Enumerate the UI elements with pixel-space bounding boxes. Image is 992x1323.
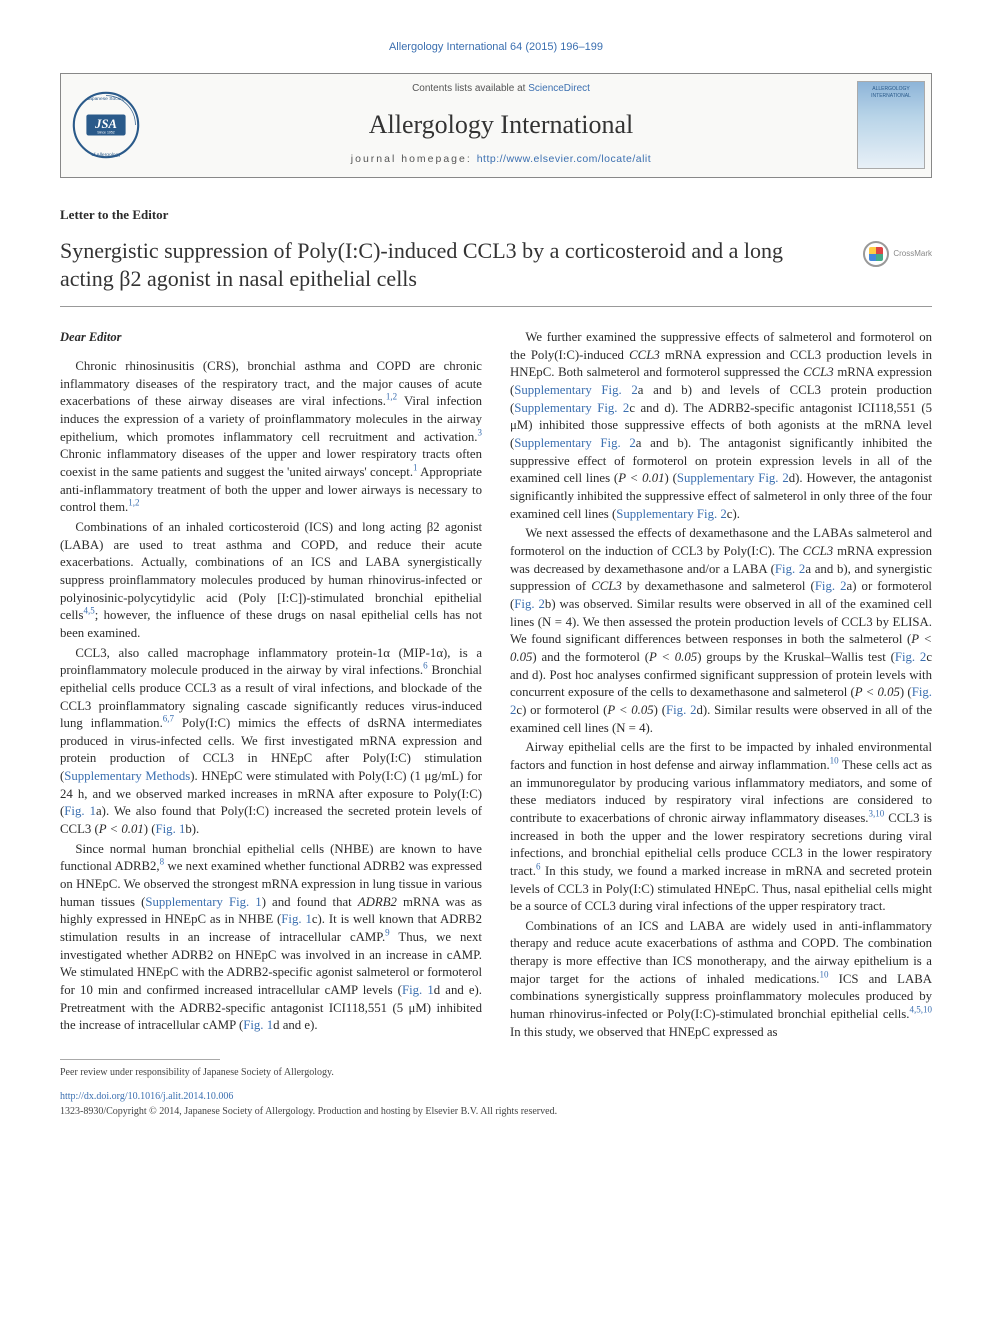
article-type: Letter to the Editor <box>60 206 932 224</box>
salutation: Dear Editor <box>60 329 482 346</box>
supp-fig-link[interactable]: Supplementary Fig. 2 <box>514 383 638 397</box>
paragraph-6: We next assessed the effects of dexameth… <box>510 525 932 737</box>
ref-sup[interactable]: 1,2 <box>128 498 139 508</box>
journal-name: Allergology International <box>161 107 841 142</box>
svg-text:Japanese Society: Japanese Society <box>87 96 126 102</box>
supp-methods-link[interactable]: Supplementary Methods <box>64 769 190 783</box>
peer-review-note: Peer review under responsibility of Japa… <box>60 1066 932 1080</box>
figure-link[interactable]: Fig. 2 <box>666 703 696 717</box>
running-head: Allergology International 64 (2015) 196–… <box>60 40 932 55</box>
figure-link[interactable]: Fig. 2 <box>895 650 926 664</box>
journal-homepage: journal homepage: http://www.elsevier.co… <box>161 152 841 166</box>
supp-fig-link[interactable]: Supplementary Fig. 2 <box>514 436 636 450</box>
ref-sup[interactable]: 3 <box>478 427 483 437</box>
figure-link[interactable]: Fig. 2 <box>815 579 847 593</box>
journal-cover-thumb: ALLERGOLOGY INTERNATIONAL <box>851 74 931 177</box>
sciencedirect-link[interactable]: ScienceDirect <box>528 83 590 94</box>
article-title: Synergistic suppression of Poly(I:C)-ind… <box>60 237 932 292</box>
ref-sup[interactable]: 10 <box>820 970 829 980</box>
ref-sup[interactable]: 6,7 <box>163 714 174 724</box>
copyright-line: 1323-8930/Copyright © 2014, Japanese Soc… <box>60 1105 932 1119</box>
doi-link[interactable]: http://dx.doi.org/10.1016/j.alit.2014.10… <box>60 1090 932 1104</box>
svg-text:JSA: JSA <box>94 117 117 131</box>
supp-fig-link[interactable]: Supplementary Fig. 2 <box>514 401 629 415</box>
ref-sup[interactable]: 1,2 <box>386 392 397 402</box>
title-rule <box>60 306 932 307</box>
figure-link[interactable]: Fig. 1 <box>156 822 186 836</box>
paragraph-2: Combinations of an inhaled corticosteroi… <box>60 519 482 643</box>
paragraph-8: Combinations of an ICS and LABA are wide… <box>510 918 932 1042</box>
figure-link[interactable]: Fig. 1 <box>64 804 96 818</box>
paragraph-5: We further examined the suppressive effe… <box>510 329 932 523</box>
contents-available: Contents lists available at ScienceDirec… <box>161 82 841 96</box>
ref-sup[interactable]: 10 <box>830 756 839 766</box>
supp-fig-link[interactable]: Supplementary Fig. 1 <box>145 895 261 909</box>
figure-link[interactable]: Fig. 1 <box>402 983 434 997</box>
paragraph-4: Since normal human bronchial epithelial … <box>60 841 482 1035</box>
article-body: Dear Editor Chronic rhinosinusitis (CRS)… <box>60 329 932 1041</box>
paragraph-7: Airway epithelial cells are the first to… <box>510 739 932 916</box>
svg-text:of Allergology: of Allergology <box>91 152 121 158</box>
figure-link[interactable]: Fig. 2 <box>775 562 805 576</box>
homepage-link[interactable]: http://www.elsevier.com/locate/alit <box>477 153 651 165</box>
figure-link[interactable]: Fig. 1 <box>281 912 312 926</box>
journal-masthead: Japanese Society of Allergology JSA Sinc… <box>60 73 932 178</box>
society-logo: Japanese Society of Allergology JSA Sinc… <box>61 74 151 177</box>
supp-fig-link[interactable]: Supplementary Fig. 2 <box>616 507 727 521</box>
figure-link[interactable]: Fig. 1 <box>243 1018 273 1032</box>
figure-link[interactable]: Fig. 2 <box>514 597 545 611</box>
svg-text:Since 1952: Since 1952 <box>97 131 115 135</box>
paragraph-1: Chronic rhinosinusitis (CRS), bronchial … <box>60 358 482 517</box>
crossmark-badge[interactable]: CrossMark <box>863 241 932 267</box>
supp-fig-link[interactable]: Supplementary Fig. 2 <box>677 471 789 485</box>
paragraph-3: CCL3, also called macrophage inflammator… <box>60 645 482 839</box>
crossmark-icon <box>863 241 889 267</box>
ref-sup[interactable]: 3,10 <box>869 809 885 819</box>
ref-sup[interactable]: 4,5 <box>83 606 94 616</box>
footer-rule <box>60 1059 220 1060</box>
ref-sup[interactable]: 4,5,10 <box>910 1005 933 1015</box>
